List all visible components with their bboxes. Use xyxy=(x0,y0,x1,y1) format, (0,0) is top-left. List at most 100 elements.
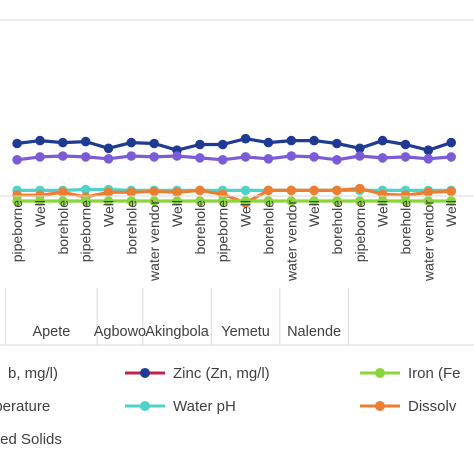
series-4-point xyxy=(126,196,137,206)
series-1-point xyxy=(12,155,22,165)
series-3-point xyxy=(195,185,205,196)
category-tick-label: water vendor xyxy=(283,200,299,282)
series-1-point xyxy=(332,155,342,165)
legend-label: b, mg/l) xyxy=(8,365,58,382)
series-1-point xyxy=(58,151,68,161)
category-tick-label: borehole xyxy=(260,200,276,255)
series-1-point xyxy=(423,154,434,164)
legend-marker xyxy=(140,368,150,378)
series-0-point xyxy=(423,145,434,155)
series-0-point xyxy=(263,137,274,148)
category-tick-label: Well xyxy=(375,200,391,227)
legend-item: Iron (Fe xyxy=(360,365,461,382)
series-0-point xyxy=(195,139,205,150)
legend-label: Temperature xyxy=(0,398,50,415)
legend-item: Dissolv xyxy=(360,398,457,415)
series-0-point xyxy=(80,136,91,147)
series-4-point xyxy=(400,196,411,206)
group-label: Apete xyxy=(32,324,70,340)
legend-label: Water pH xyxy=(173,398,236,415)
category-tick-label: pipeborne xyxy=(9,200,25,262)
group-label: Agbowo xyxy=(94,324,146,340)
series-4-point xyxy=(149,196,159,206)
series-1-point xyxy=(172,151,182,161)
category-tick-label: water vendor xyxy=(146,200,162,282)
group-label: Akingbola xyxy=(145,324,210,340)
legend-label: Iron (Fe xyxy=(408,365,461,382)
series-1-point xyxy=(446,152,457,162)
series-3-point xyxy=(172,187,182,198)
series-1 xyxy=(12,151,457,165)
category-tick-label: borehole xyxy=(397,200,413,255)
category-tick-label: pipeborne xyxy=(215,200,231,262)
series-3-point xyxy=(377,189,388,200)
series-0-point xyxy=(309,135,319,146)
group-label: Yemetu xyxy=(221,324,270,340)
series-4-point xyxy=(332,196,342,206)
series-1-point xyxy=(355,151,365,161)
series-4-point xyxy=(172,196,182,206)
series-1-point xyxy=(35,152,45,162)
category-tick-label: Well xyxy=(238,200,254,227)
category-tick-label: pipeborne xyxy=(78,200,94,262)
legend-marker xyxy=(375,368,385,378)
series-1-point xyxy=(195,153,205,163)
category-tick-label: Well xyxy=(169,200,185,227)
category-tick-label: Well xyxy=(443,200,459,227)
series-4-point xyxy=(377,196,388,206)
series-0-point xyxy=(217,139,228,150)
series-1-point xyxy=(80,152,91,162)
series-layer xyxy=(12,133,457,208)
series-3-point xyxy=(423,187,434,198)
series-3-point xyxy=(446,186,457,197)
series-3-point xyxy=(286,185,297,196)
series-4-point xyxy=(263,196,274,206)
series-0-point xyxy=(446,137,457,148)
series-4-point xyxy=(35,196,45,206)
series-1-point xyxy=(400,152,411,162)
series-3-point xyxy=(309,185,319,196)
series-4-point xyxy=(309,196,319,206)
series-0-point xyxy=(332,138,342,149)
series-1-point xyxy=(377,153,388,163)
legend-marker xyxy=(375,401,385,411)
legend-label: Zinc (Zn, mg/l) xyxy=(173,365,270,382)
series-4-point xyxy=(286,196,297,206)
legend-item: Temperature xyxy=(0,398,50,415)
legend-item: Zinc (Zn, mg/l) xyxy=(125,365,270,382)
series-3-point xyxy=(332,185,342,196)
series-0-point xyxy=(126,137,137,148)
series-3-point xyxy=(103,187,114,198)
series-4-point xyxy=(217,196,228,206)
series-1-point xyxy=(263,154,274,164)
group-label: Nalende xyxy=(287,324,341,340)
series-0-point xyxy=(12,138,22,149)
legend-label: Dissolv xyxy=(408,398,457,415)
series-4-point xyxy=(423,196,434,206)
series-0-point xyxy=(58,137,68,148)
series-1-point xyxy=(286,151,297,161)
category-tick-label: borehole xyxy=(123,200,139,255)
series-0-point xyxy=(35,135,45,146)
series-4-point xyxy=(446,196,457,206)
category-tick-label: water vendor xyxy=(420,200,436,282)
category-axis: pipeborne Well borehole pipeborne Well boreho… xyxy=(0,195,474,346)
series-0-point xyxy=(103,143,114,154)
series-0-point xyxy=(240,133,251,144)
series-3-point xyxy=(149,186,159,197)
category-tick-label: borehole xyxy=(55,200,71,255)
series-4-point xyxy=(240,196,251,206)
series-1-point xyxy=(309,152,319,162)
series-2-point xyxy=(240,185,251,196)
series-0 xyxy=(12,133,457,155)
series-4-point xyxy=(80,196,91,206)
series-0-point xyxy=(149,138,159,149)
series-4 xyxy=(12,196,457,206)
category-tick-label: borehole xyxy=(192,200,208,255)
series-1-point xyxy=(217,155,228,165)
series-0-point xyxy=(355,143,365,154)
series-1-point xyxy=(149,152,159,162)
